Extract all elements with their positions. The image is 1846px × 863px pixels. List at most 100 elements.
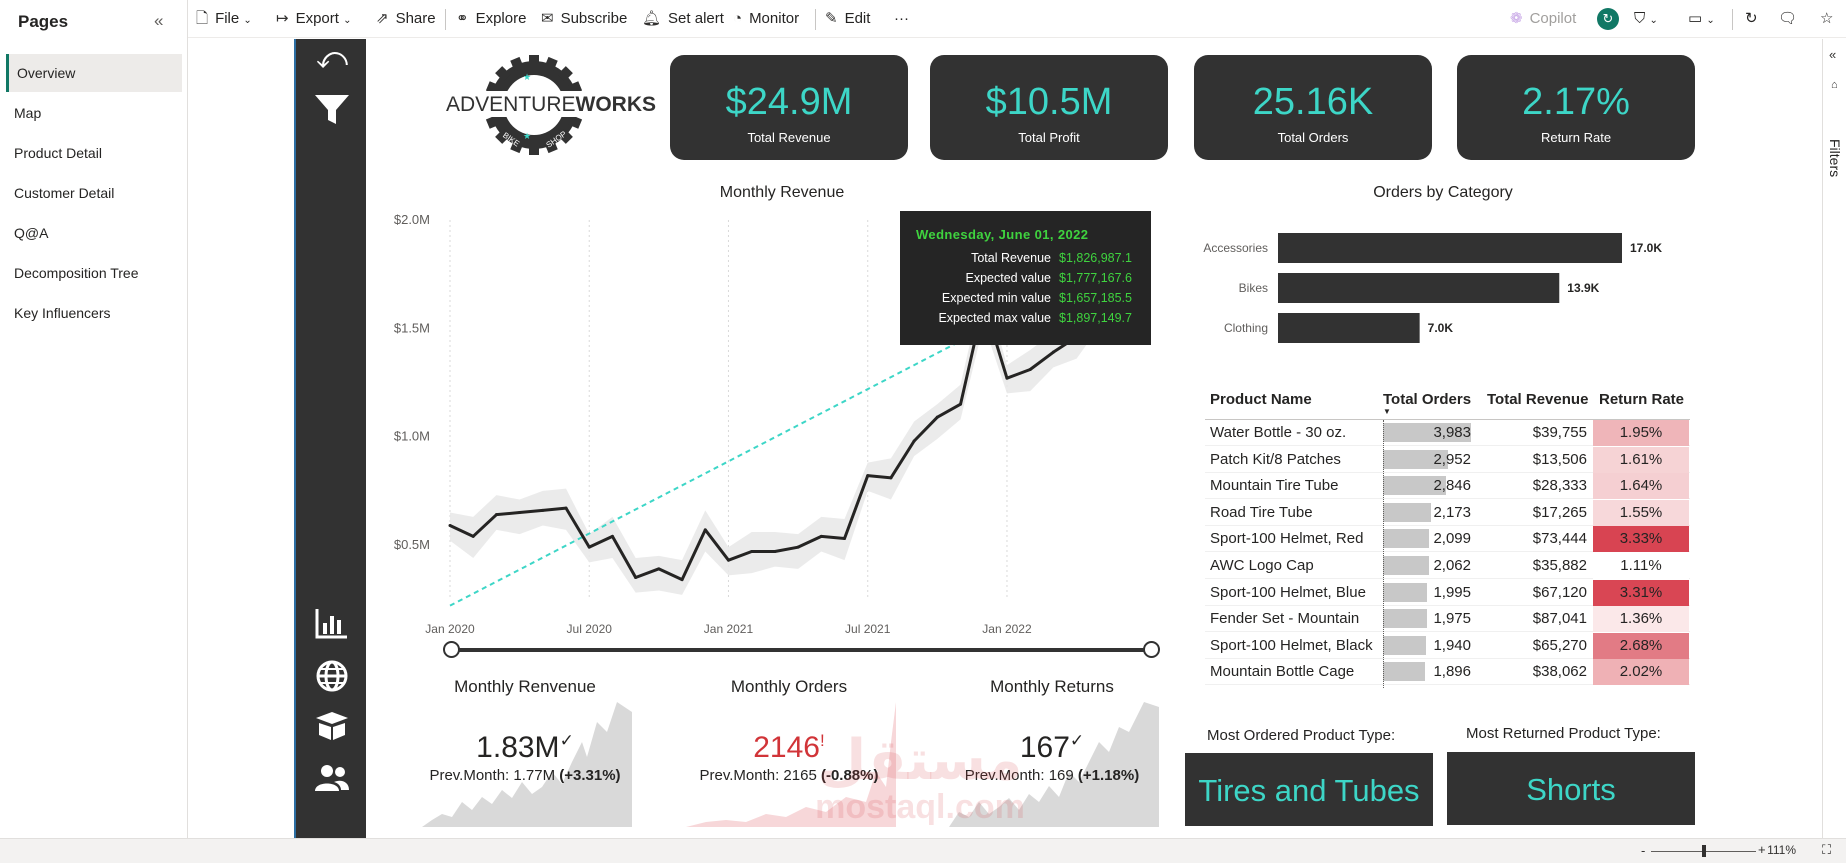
status-icon: ✓ [559, 731, 574, 750]
x-tick-label: Jul 2021 [845, 622, 891, 636]
filters-pane[interactable]: « ⌂ Filters [1822, 39, 1846, 838]
orders-data-bar [1383, 423, 1471, 442]
fit-to-page-icon[interactable]: ⛶ [1822, 842, 1832, 857]
table-row[interactable]: Fender Set - Mountain 1,975 $87,041 1.36% [1205, 606, 1690, 633]
set-alert-button[interactable]: 🔔︎ Set alert [642, 0, 724, 38]
collapse-pane-icon[interactable]: « [154, 11, 164, 30]
cell-product-name: Water Bottle - 30 oz. [1210, 424, 1347, 441]
table-row[interactable]: Water Bottle - 30 oz. 3,983 $39,755 1.95% [1205, 420, 1690, 446]
filter-icon[interactable] [312, 93, 352, 133]
table-row[interactable]: Sport-100 Helmet, Black 1,940 $65,270 2.68% [1205, 632, 1690, 659]
monthly-kpi-value-row: 167✓ [937, 731, 1167, 765]
tooltip-value: $1,657,185.5 [1059, 291, 1132, 305]
refresh-button[interactable]: ↻ [1745, 0, 1758, 38]
page-item-qa[interactable]: Q@A [14, 225, 49, 241]
share-button[interactable]: ⇗ Share [376, 0, 436, 38]
return-rate-background [1593, 659, 1689, 686]
slider-handle-end[interactable] [1143, 641, 1160, 658]
box-icon[interactable] [312, 711, 352, 751]
cell-return-rate: 1.11% [1620, 557, 1662, 574]
export-menu[interactable]: ↦ Export ⌄ [276, 0, 352, 38]
pencil-icon: ✎ [825, 10, 838, 27]
subscribe-button[interactable]: ✉ Subscribe [541, 0, 627, 38]
revenue-data-point [518, 511, 522, 514]
table-row[interactable]: Mountain Bottle Cage 1,896 $38,062 2.02% [1205, 659, 1690, 686]
page-item-decomposition-tree[interactable]: Decomposition Tree [14, 265, 139, 281]
column-header-product-name[interactable]: Product Name [1210, 391, 1312, 408]
orders-by-category-chart[interactable]: Accessories 17.0K Bikes 13.9K Clothing 7.0K [1190, 225, 1690, 355]
cell-total-orders: 2,952 [1433, 450, 1471, 468]
revenue-series-line [449, 260, 1120, 582]
monthly-kpi-value: 1.83M [476, 731, 560, 764]
table-row[interactable]: AWC Logo Cap 2,062 $35,882 1.11% [1205, 553, 1690, 579]
toolbar: 🗋 File ⌄ ↦ Export ⌄ ⇗ Share ⚭ Explore ✉ Subsc… [188, 0, 1846, 38]
return-rate-background [1593, 446, 1689, 473]
zoom-in-button[interactable]: + [1758, 842, 1766, 857]
filters-label[interactable]: Filters [1827, 139, 1843, 178]
favorite-button[interactable]: ☆ [1820, 0, 1833, 38]
table-row[interactable]: Patch Kit/8 Patches 2,952 $13,506 1.61% [1205, 446, 1690, 473]
orders-data-bar [1383, 609, 1427, 629]
column-header-total-orders[interactable]: Total Orders [1383, 391, 1472, 408]
view-icon: ▭ [1688, 10, 1703, 27]
bar-chart-icon[interactable] [312, 607, 352, 647]
cell-total-revenue: $65,270 [1532, 636, 1587, 654]
zoom-level[interactable]: 111% [1767, 843, 1796, 857]
tooltip-value: $1,826,987.1 [1059, 251, 1132, 265]
table-row[interactable]: Mountain Tire Tube 2,846 $28,333 1.64% [1205, 473, 1690, 500]
zoom-out-button[interactable]: - [1641, 843, 1646, 858]
page-item-overview[interactable]: Overview [6, 54, 182, 92]
tooltip-row: Total Revenue $1,826,987.1 [900, 251, 1151, 271]
tooltip-key: Expected min value [941, 291, 1051, 305]
status-icon: ! [820, 731, 825, 750]
page-item-product-detail[interactable]: Product Detail [14, 145, 102, 161]
people-icon[interactable] [312, 763, 352, 803]
table-row[interactable]: Sport-100 Helmet, Red 2,099 $73,444 3.33% [1205, 526, 1690, 553]
table-row[interactable]: Sport-100 Helmet, Blue 1,995 $67,120 3.31% [1205, 579, 1690, 606]
return-rate-background [1593, 632, 1689, 659]
monitor-button[interactable]: ◔ Monitor [733, 0, 799, 38]
monthly-kpi-prev-row: Prev.Month: 2165 (-0.88%) [654, 767, 924, 784]
bookmark-button[interactable]: ⛉ ⌄ [1634, 0, 1658, 38]
edit-button[interactable]: ✎ Edit [825, 0, 870, 38]
monthly-revenue-chart[interactable]: Jan 2020 Jul 2020 Jan 2021 Jul 2021 Jan 2022… [380, 200, 1120, 660]
copilot-button[interactable]: ❁ Copilot [1510, 0, 1576, 38]
product-table[interactable]: Product Name Total Orders ▼ Total Revenu… [1205, 385, 1690, 688]
star-icon: ☆ [1820, 10, 1834, 27]
revenue-data-point [471, 534, 475, 538]
revenue-data-point [866, 474, 870, 478]
slider-handle-start[interactable] [443, 641, 460, 658]
most-ordered-label: Most Ordered Product Type: [1207, 727, 1396, 744]
return-rate-background [1593, 420, 1689, 446]
back-arrow-icon[interactable]: ⤺ [315, 42, 349, 75]
zoom-slider-thumb[interactable] [1702, 845, 1706, 857]
view-button[interactable]: ▭ ⌄ [1688, 0, 1715, 38]
column-header-total-revenue[interactable]: Total Revenue [1487, 391, 1589, 408]
monthly-kpi-card: Monthly Orders 2146! Prev.Month: 2165 (-0.… [674, 677, 904, 830]
column-divider [1383, 420, 1384, 688]
explore-button[interactable]: ⚭ Explore [456, 0, 526, 38]
cell-product-name: Mountain Bottle Cage [1210, 663, 1355, 681]
sparkline-area [422, 702, 632, 827]
monthly-kpi-value: 167 [1019, 731, 1070, 764]
expand-pane-icon[interactable]: « [1829, 47, 1837, 62]
date-range-slider[interactable] [443, 641, 1160, 658]
table-row[interactable]: Road Tire Tube 2,173 $17,265 1.55% [1205, 499, 1690, 526]
page-item-map[interactable]: Map [14, 105, 42, 121]
more-options-button[interactable]: ··· [894, 10, 909, 27]
monthly-kpi-card: Monthly Returns 167✓ Prev.Month: 169 (+1.1… [937, 677, 1167, 830]
comments-button[interactable]: 🗨︎ [1778, 0, 1797, 38]
page-item-key-influencers[interactable]: Key Influencers [14, 305, 111, 321]
tooltip-date: Wednesday, June 01, 2022 [916, 227, 1089, 242]
file-menu[interactable]: 🗋 File ⌄ [196, 0, 252, 38]
return-rate-background [1593, 473, 1689, 500]
column-header-return-rate[interactable]: Return Rate [1599, 391, 1685, 408]
monthly-revenue-chart-title: Monthly Revenue [719, 184, 845, 201]
refresh-visuals-button[interactable]: ↻ [1597, 0, 1619, 38]
cell-total-revenue: $38,062 [1532, 663, 1587, 681]
set-alert-label: Set alert [668, 10, 724, 27]
cell-total-orders: 2,173 [1433, 503, 1471, 521]
globe-icon[interactable] [312, 659, 352, 699]
page-item-customer-detail[interactable]: Customer Detail [14, 185, 115, 201]
return-rate-background [1593, 553, 1689, 579]
